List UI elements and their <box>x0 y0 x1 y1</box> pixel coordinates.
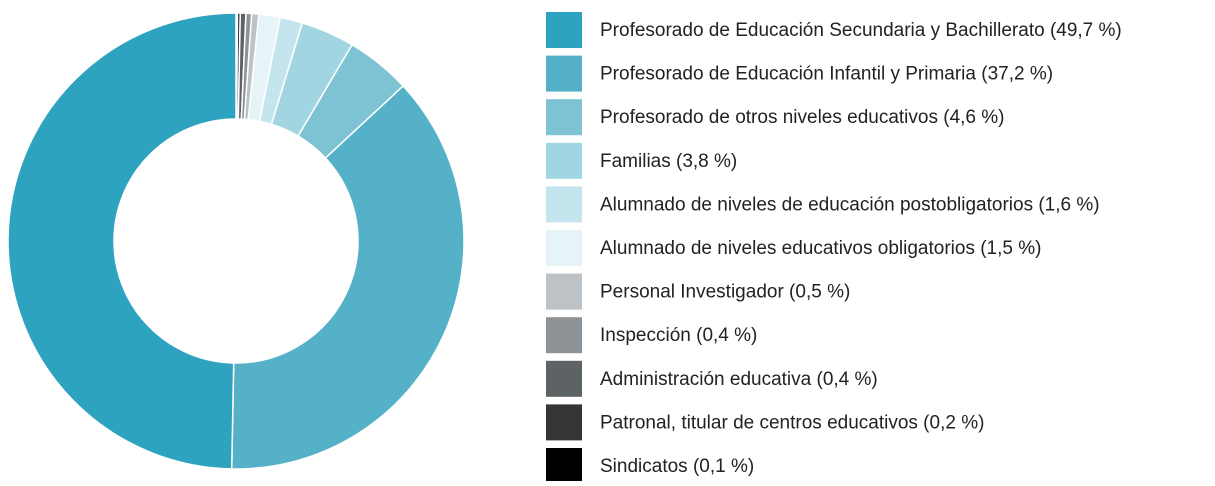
legend-label: Personal Investigador (0,5 %) <box>600 282 850 303</box>
legend-label: Patronal, titular de centros educativos … <box>600 412 984 433</box>
legend-swatch <box>546 142 582 179</box>
legend-swatch <box>546 12 582 48</box>
legend-swatch <box>546 55 582 92</box>
legend-swatch <box>546 448 582 484</box>
legend-swatch <box>546 99 582 136</box>
donut-slice <box>230 84 465 470</box>
legend-swatch <box>546 230 582 266</box>
legend-label: Administración educativa (0,4 %) <box>600 369 878 390</box>
legend-swatch <box>546 360 582 397</box>
legend-label: Alumnado de niveles de educación postobl… <box>600 194 1100 215</box>
legend-label: Profesorado de Educación Infantil y Prim… <box>600 64 1053 85</box>
legend-label: Sindicatos (0,1 %) <box>600 456 754 477</box>
legend-label: Inspección (0,4 %) <box>600 325 757 346</box>
legend-swatch <box>546 186 582 223</box>
donut-slice <box>7 12 237 470</box>
legend-label: Alumnado de niveles educativos obligator… <box>600 238 1041 259</box>
legend-swatch <box>546 273 582 310</box>
legend-label: Familias (3,8 %) <box>600 151 737 172</box>
legend-label: Profesorado de Educación Secundaria y Ba… <box>600 20 1122 41</box>
legend-label: Profesorado de otros niveles educativos … <box>600 107 1005 128</box>
legend-swatch <box>546 404 582 441</box>
legend-swatch <box>546 317 582 354</box>
